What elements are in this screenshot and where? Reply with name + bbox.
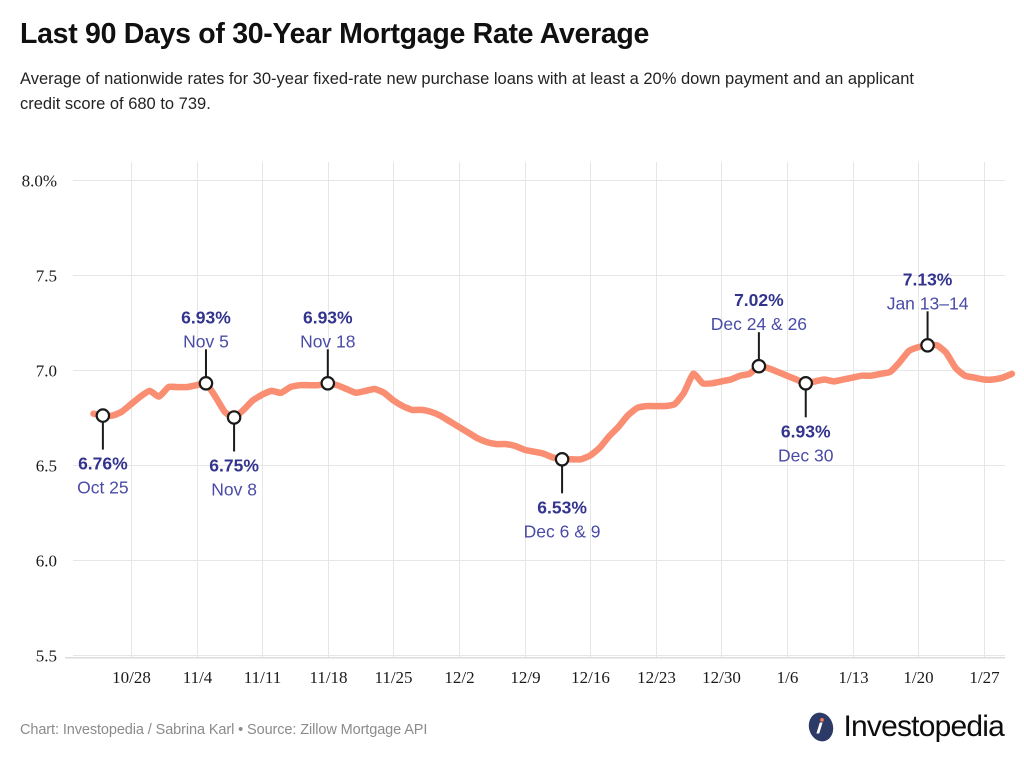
annotation-2: 6.75% Nov 8 xyxy=(209,410,259,500)
gridlines xyxy=(65,162,1005,659)
annotation-date-6: Dec 30 xyxy=(778,445,834,465)
annotation-value-3: 6.93% xyxy=(303,307,353,327)
annotation-3: 6.93% Nov 18 xyxy=(300,307,356,391)
x-axis-tick-11: 1/13 xyxy=(838,668,868,687)
annotation-value-2: 6.75% xyxy=(209,456,259,476)
y-axis-tick-1: 6.0 xyxy=(36,552,57,571)
x-axis-tick-5: 12/2 xyxy=(444,668,474,687)
y-axis-tick-4: 7.5 xyxy=(36,267,57,286)
x-axis-tick-9: 12/30 xyxy=(702,668,741,687)
investopedia-i-mark-icon xyxy=(806,712,836,742)
annotation-date-0: Oct 25 xyxy=(77,478,129,498)
annotation-value-6: 6.93% xyxy=(781,421,831,441)
annotation-4: 6.53% Dec 6 & 9 xyxy=(524,451,601,541)
x-axis-tick-13: 1/27 xyxy=(969,668,1000,687)
investopedia-wordmark: Investopedia xyxy=(843,710,1004,743)
annotation-7: 7.13% Jan 13–14 xyxy=(887,269,969,353)
annotation-date-4: Dec 6 & 9 xyxy=(524,521,601,541)
annotation-0: 6.76% Oct 25 xyxy=(77,408,129,498)
annotation-5: 7.02% Dec 24 & 26 xyxy=(711,290,807,374)
annotation-date-2: Nov 8 xyxy=(211,480,257,500)
annotation-1: 6.93% Nov 5 xyxy=(181,307,231,391)
annotation-date-1: Nov 5 xyxy=(183,331,229,351)
x-axis-tick-8: 12/23 xyxy=(637,668,676,687)
annotation-value-1: 6.93% xyxy=(181,307,231,327)
annotation-value-7: 7.13% xyxy=(903,269,953,289)
chart-subtitle: Average of nationwide rates for 30-year … xyxy=(20,69,914,113)
x-axis-tick-3: 11/18 xyxy=(309,668,347,687)
annotation-6: 6.93% Dec 30 xyxy=(778,376,834,465)
annotation-value-5: 7.02% xyxy=(734,290,784,310)
annotation-value-0: 6.76% xyxy=(78,454,128,474)
annotation-value-4: 6.53% xyxy=(537,497,587,517)
credit-line: Chart: Investopedia / Sabrina Karl • Sou… xyxy=(20,722,428,738)
x-axis-tick-7: 12/16 xyxy=(571,668,610,687)
investopedia-logo: Investopedia xyxy=(806,710,1005,743)
y-axis-tick-3: 7.0 xyxy=(36,362,57,381)
x-axis-tick-12: 1/20 xyxy=(903,668,933,687)
annotation-date-5: Dec 24 & 26 xyxy=(711,314,807,334)
x-axis-tick-6: 12/9 xyxy=(510,668,540,687)
x-axis-tick-labels: 10/28 11/4 11/11 11/18 11/25 12/2 12/9 12/16 12/… xyxy=(112,668,1000,687)
x-axis-tick-10: 1/6 xyxy=(777,668,799,687)
y-axis-tick-labels: 5.5 6.0 6.5 7.0 7.5 8.0% xyxy=(22,172,57,666)
annotation-date-3: Nov 18 xyxy=(300,331,355,351)
chart-plot-area: 5.5 6.0 6.5 7.0 7.5 8.0% 10/28 11/4 11/11 11/18 1… xyxy=(0,150,1024,710)
annotation-markers: 6.76% Oct 25 6.93% Nov 5 6.75% Nov 8 6.93% Nov … xyxy=(77,269,969,541)
chart-footer: Chart: Investopedia / Sabrina Karl • Sou… xyxy=(20,710,1005,752)
x-axis-tick-0: 10/28 xyxy=(112,668,151,687)
x-axis-tick-4: 11/25 xyxy=(374,668,412,687)
y-axis-tick-5: 8.0% xyxy=(22,172,57,191)
line-chart-svg: 5.56.06.57.07.58.0% 10/28 11/4 11/11 11/18 1… xyxy=(22,162,1024,687)
y-axis-tick-2: 6.5 xyxy=(36,457,57,476)
chart-header: Last 90 Days of 30-Year Mortgage Rate Av… xyxy=(20,18,1004,116)
x-axis-tick-2: 11/11 xyxy=(244,668,281,687)
mortgage-rate-line xyxy=(90,341,1016,463)
annotation-date-7: Jan 13–14 xyxy=(887,293,969,313)
y-axis-tick-0: 5.5 xyxy=(36,647,57,666)
page-title: Last 90 Days of 30-Year Mortgage Rate Av… xyxy=(20,18,650,50)
x-axis-tick-1: 11/4 xyxy=(183,668,213,687)
